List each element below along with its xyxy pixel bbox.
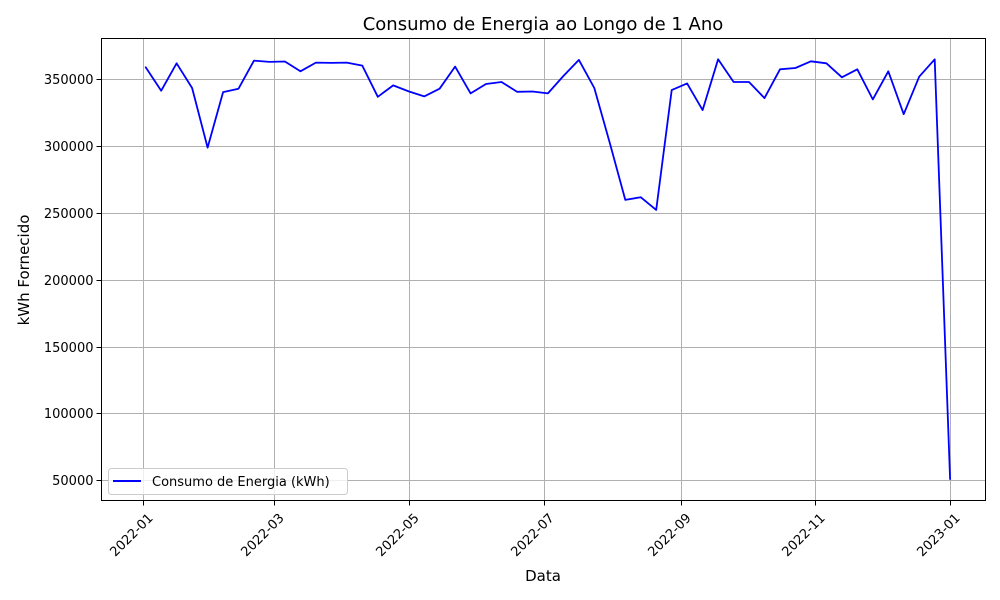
legend: Consumo de Energia (kWh) bbox=[108, 468, 348, 495]
y-tick-label: 350000 bbox=[44, 73, 94, 88]
y-tick-label: 150000 bbox=[44, 341, 94, 356]
y-axis-label: kWh Fornecido bbox=[15, 215, 33, 326]
x-tick-label: 2022-05 bbox=[374, 511, 423, 560]
legend-label: Consumo de Energia (kWh) bbox=[152, 475, 330, 490]
x-axis-ticks: 2022-01 2022-03 2022-05 2022-07 2022-09 2022-… bbox=[108, 500, 964, 560]
y-axis-ticks: 50000 100000 150000 200000 250000 300000 35000… bbox=[44, 73, 102, 489]
y-tick-label: 200000 bbox=[44, 274, 94, 289]
legend-box bbox=[108, 468, 348, 495]
x-tick-label: 2022-07 bbox=[509, 511, 558, 560]
x-tick-label: 2022-03 bbox=[239, 511, 288, 560]
x-axis-label: Data bbox=[525, 567, 561, 585]
grid-lines bbox=[101, 38, 986, 501]
y-tick-label: 50000 bbox=[52, 474, 93, 489]
x-tick-label: 2022-01 bbox=[108, 511, 157, 560]
plot-border bbox=[101, 38, 986, 501]
y-tick-label: 100000 bbox=[44, 407, 94, 422]
x-tick-label: 2022-11 bbox=[780, 511, 829, 560]
plot-area bbox=[101, 38, 986, 501]
series-layer bbox=[144, 58, 951, 481]
x-tick-label: 2023-01 bbox=[915, 511, 964, 560]
x-tick-label: 2022-09 bbox=[646, 511, 695, 560]
chart-title: Consumo de Energia ao Longo de 1 Ano bbox=[363, 14, 724, 35]
y-tick-label: 250000 bbox=[44, 207, 94, 222]
series-line bbox=[144, 58, 951, 481]
y-tick-label: 300000 bbox=[44, 140, 94, 155]
